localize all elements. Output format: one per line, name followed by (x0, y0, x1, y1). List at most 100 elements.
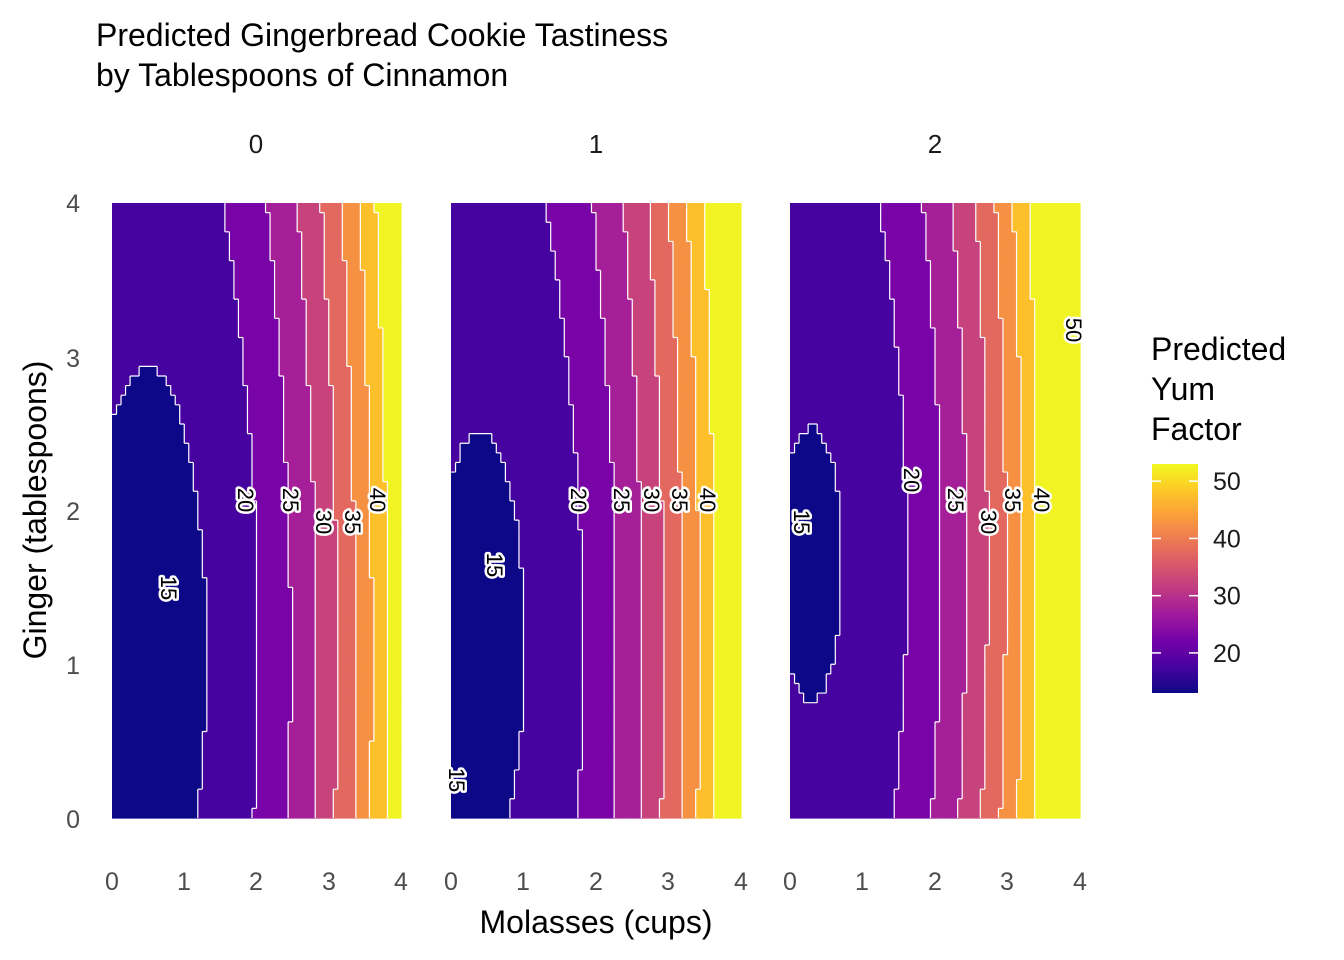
contour-cell (229, 520, 235, 531)
contour-cell (206, 424, 212, 435)
contour-cell (283, 750, 289, 761)
contour-cell (143, 414, 149, 425)
contour-cell (202, 616, 208, 627)
contour-cell (197, 395, 203, 406)
contour-cell (355, 318, 361, 329)
contour-cell (337, 750, 343, 761)
contour-cell (451, 299, 457, 310)
contour-cell (270, 577, 276, 588)
contour-cell (179, 673, 185, 685)
contour-cell (139, 375, 145, 387)
contour-cell (265, 558, 271, 569)
contour-cell (451, 231, 457, 243)
contour-cell (342, 587, 348, 598)
contour-cell (382, 308, 389, 319)
contour-cell (197, 260, 203, 271)
contour-cell (279, 472, 285, 483)
contour-cell (618, 203, 624, 214)
contour-cell (297, 616, 303, 627)
contour-cell (378, 616, 384, 627)
contour-cell (112, 558, 118, 569)
contour-cell (668, 318, 674, 329)
contour-cell (704, 327, 710, 339)
contour-cell (229, 472, 235, 483)
contour-cell (369, 779, 375, 790)
contour-cell (591, 231, 597, 243)
contour-cell (170, 760, 176, 771)
contour-cell (242, 270, 249, 281)
contour-cell (152, 606, 158, 617)
contour-cell (220, 433, 226, 444)
contour-cell (175, 529, 181, 540)
contour-cell (297, 433, 303, 444)
contour-cell (220, 251, 226, 262)
contour-cell (143, 481, 149, 492)
contour-cell (292, 731, 298, 742)
contour-cell (596, 212, 602, 223)
contour-cell (112, 289, 118, 300)
contour-cell (148, 337, 154, 348)
contour-cell (256, 347, 262, 358)
contour-cell (224, 616, 231, 627)
contour-cell (134, 520, 140, 531)
contour-cell (491, 251, 497, 262)
contour-cell (659, 327, 665, 339)
contour-cell (157, 356, 163, 367)
contour-cell (121, 721, 127, 733)
contour-cell (179, 414, 185, 425)
contour-cell (310, 404, 316, 416)
contour-cell (188, 231, 194, 243)
contour-cell (211, 222, 217, 233)
contour-cell (166, 789, 172, 800)
contour-cell (396, 491, 402, 502)
contour-cell (270, 356, 276, 367)
contour-cell (351, 693, 357, 704)
contour-cell (324, 693, 330, 704)
contour-cell (274, 529, 280, 540)
contour-cell (364, 558, 370, 569)
contour-cell (600, 222, 606, 233)
contour-cell (238, 251, 244, 262)
contour-cell (396, 395, 402, 406)
contour-cell (206, 625, 212, 637)
contour-cell (139, 289, 145, 300)
contour-cell (283, 424, 289, 435)
contour-cell (355, 270, 361, 281)
contour-cell (125, 270, 131, 281)
contour-cell (355, 491, 361, 502)
contour-cell (369, 452, 375, 464)
contour-cell (337, 529, 343, 540)
contour-cell (342, 539, 348, 550)
contour-cell (297, 750, 303, 761)
contour-cell (577, 260, 584, 271)
contour-cell (215, 529, 221, 540)
contour-cell (161, 318, 167, 329)
contour-cell (564, 299, 570, 310)
contour-cell (161, 769, 167, 781)
contour-cell (337, 558, 343, 569)
contour-cell (464, 308, 470, 319)
contour-cell (139, 414, 145, 425)
contour-cell (229, 568, 235, 579)
contour-cell (139, 347, 145, 358)
contour-cell (704, 241, 710, 252)
contour-cell (324, 327, 330, 339)
contour-cell (157, 587, 163, 598)
contour-cell (238, 327, 244, 339)
contour-cell (396, 375, 402, 387)
contour-cell (337, 712, 343, 723)
contour-cell (193, 568, 199, 579)
contour-cell (256, 779, 262, 790)
contour-cell (125, 337, 131, 348)
contour-cell (378, 318, 384, 329)
contour-cell (500, 279, 506, 291)
contour-cell (251, 693, 258, 704)
contour-cell (514, 251, 520, 262)
contour-cell (193, 702, 199, 713)
contour-cell (364, 654, 370, 665)
contour-cell (256, 808, 262, 819)
contour-cell (112, 452, 118, 464)
contour-cell (319, 510, 325, 521)
contour-cell (315, 356, 321, 367)
contour-cell (342, 231, 348, 243)
